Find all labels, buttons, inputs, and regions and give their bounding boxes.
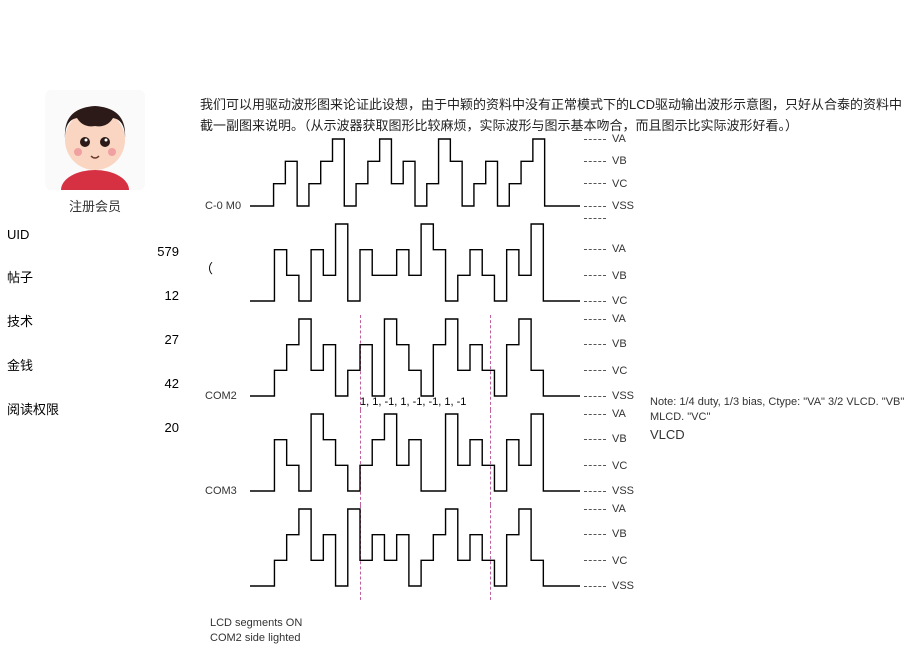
field-value: 12 (5, 286, 185, 309)
level-label: VSS (584, 485, 634, 497)
waveform-row: COM3VAVBVCVSS (210, 410, 640, 505)
diagram-bottom-caption: LCD segments ON COM2 side lighted (210, 616, 302, 645)
level-label: VA (584, 243, 626, 255)
level-label: VB (584, 528, 627, 540)
diagram-note: Note: 1/4 duty, 1/3 bias, Ctype: "VA" 3/… (650, 395, 920, 444)
field-label: 帖子 (5, 265, 185, 286)
field-label: 阅读权限 (5, 397, 185, 418)
level-label: VA (584, 313, 626, 325)
level-label: VB (584, 338, 627, 350)
level-label: VSS (584, 200, 634, 212)
avatar-icon (45, 90, 145, 190)
level-label (584, 218, 612, 219)
sequence-text: 1, 1, -1, 1, -1, -1, 1, -1 (360, 396, 466, 408)
waveform-row: C-0 M0VAVBVCVSS (210, 135, 640, 220)
field-value: 42 (5, 374, 185, 397)
field-label: 金钱 (5, 353, 185, 374)
waveform-left-label: C-0 M0 (205, 200, 241, 212)
waveform-row: VA VB VC VSS (210, 505, 640, 600)
level-label: VB (584, 155, 627, 167)
waveform-svg (250, 505, 580, 600)
user-rank: 注册会员 (5, 196, 185, 215)
caption-1: LCD segments ON (210, 617, 302, 629)
level-label: VA (584, 503, 626, 515)
waveform-left-label: COM2 (205, 390, 237, 402)
waveform-row: （VAVBVC (210, 220, 640, 315)
note-line-1: Note: 1/4 duty, 1/3 bias, Ctype: "VA" 3/… (650, 396, 904, 423)
field-value: 27 (5, 330, 185, 353)
avatar[interactable] (45, 90, 145, 190)
waveform-left-label: COM3 (205, 485, 237, 497)
level-label: VB (584, 270, 627, 282)
field-label: UID (5, 225, 185, 242)
level-label: VC (584, 295, 627, 307)
level-label: VC (584, 555, 627, 567)
post-body: 我们可以用驱动波形图来论证此设想，由于中颖的资料中没有正常模式下的LCD驱动输出… (200, 95, 910, 141)
waveform-svg (250, 135, 580, 220)
user-fields: UID579帖子12技术27金钱42阅读权限20 (5, 225, 185, 441)
level-label: VA (584, 408, 626, 420)
level-label: VA (584, 133, 626, 145)
waveform-svg (250, 410, 580, 505)
waveform-row: COM2VAVBVCVSS1, 1, -1, 1, -1, -1, 1, -1 (210, 315, 640, 410)
waveform-diagram: C-0 M0VAVBVCVSS（VAVBVCCOM2VAVBVCVSS1, 1,… (210, 135, 640, 645)
waveform-svg (250, 220, 580, 315)
user-sidebar: 注册会员 UID579帖子12技术27金钱42阅读权限20 (5, 90, 185, 441)
caption-2: COM2 side lighted (210, 632, 301, 644)
field-value: 20 (5, 418, 185, 441)
field-value: 579 (5, 242, 185, 265)
level-label: VC (584, 178, 627, 190)
level-label: VSS (584, 390, 634, 402)
waveform-open-paren: （ (200, 258, 213, 277)
post-paragraph: 我们可以用驱动波形图来论证此设想，由于中颖的资料中没有正常模式下的LCD驱动输出… (200, 95, 910, 137)
level-label: VC (584, 460, 627, 472)
field-label: 技术 (5, 309, 185, 330)
level-label: VC (584, 365, 627, 377)
level-label: VB (584, 433, 627, 445)
level-label: VSS (584, 580, 634, 592)
note-line-2: VLCD (650, 427, 685, 442)
